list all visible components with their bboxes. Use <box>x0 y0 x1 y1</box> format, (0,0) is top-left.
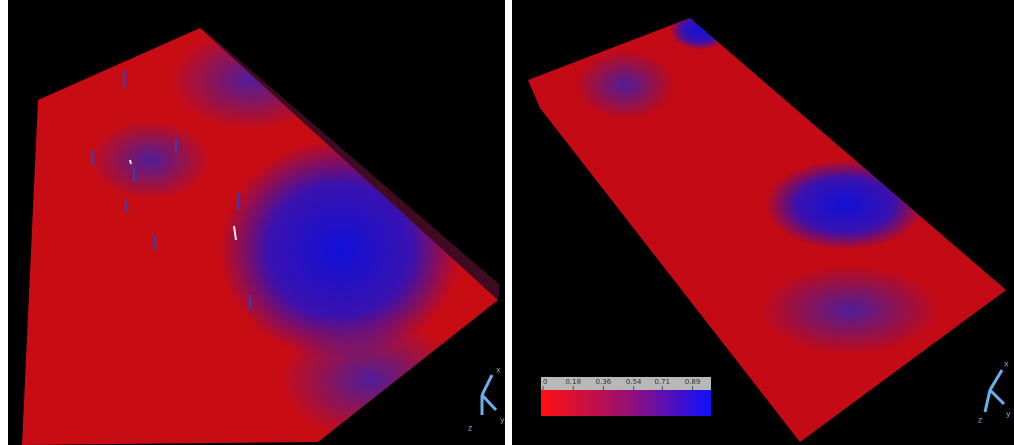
viewer: x y z x y z 0 0.18 0.36 0.54 0.71 0.89 <box>0 0 1014 445</box>
colorbar-tick-label: 0.36 <box>596 378 612 386</box>
colorbar-gradient <box>541 390 711 416</box>
colorbar-tick-label: 0.54 <box>626 378 642 386</box>
axis-label: z <box>468 424 472 433</box>
colorbar-tick-label: 0.89 <box>685 378 701 386</box>
axis-label: x <box>496 366 501 375</box>
axis-label: y <box>500 416 505 425</box>
colorbar-tick-label: 0 <box>543 378 547 386</box>
colorbar-tick-label: 0.71 <box>654 378 670 386</box>
axis-label: z <box>978 416 982 425</box>
axis-label: y <box>1006 410 1011 419</box>
axis-label: x <box>1004 360 1009 369</box>
colorbar-tick-label: 0.18 <box>565 378 581 386</box>
